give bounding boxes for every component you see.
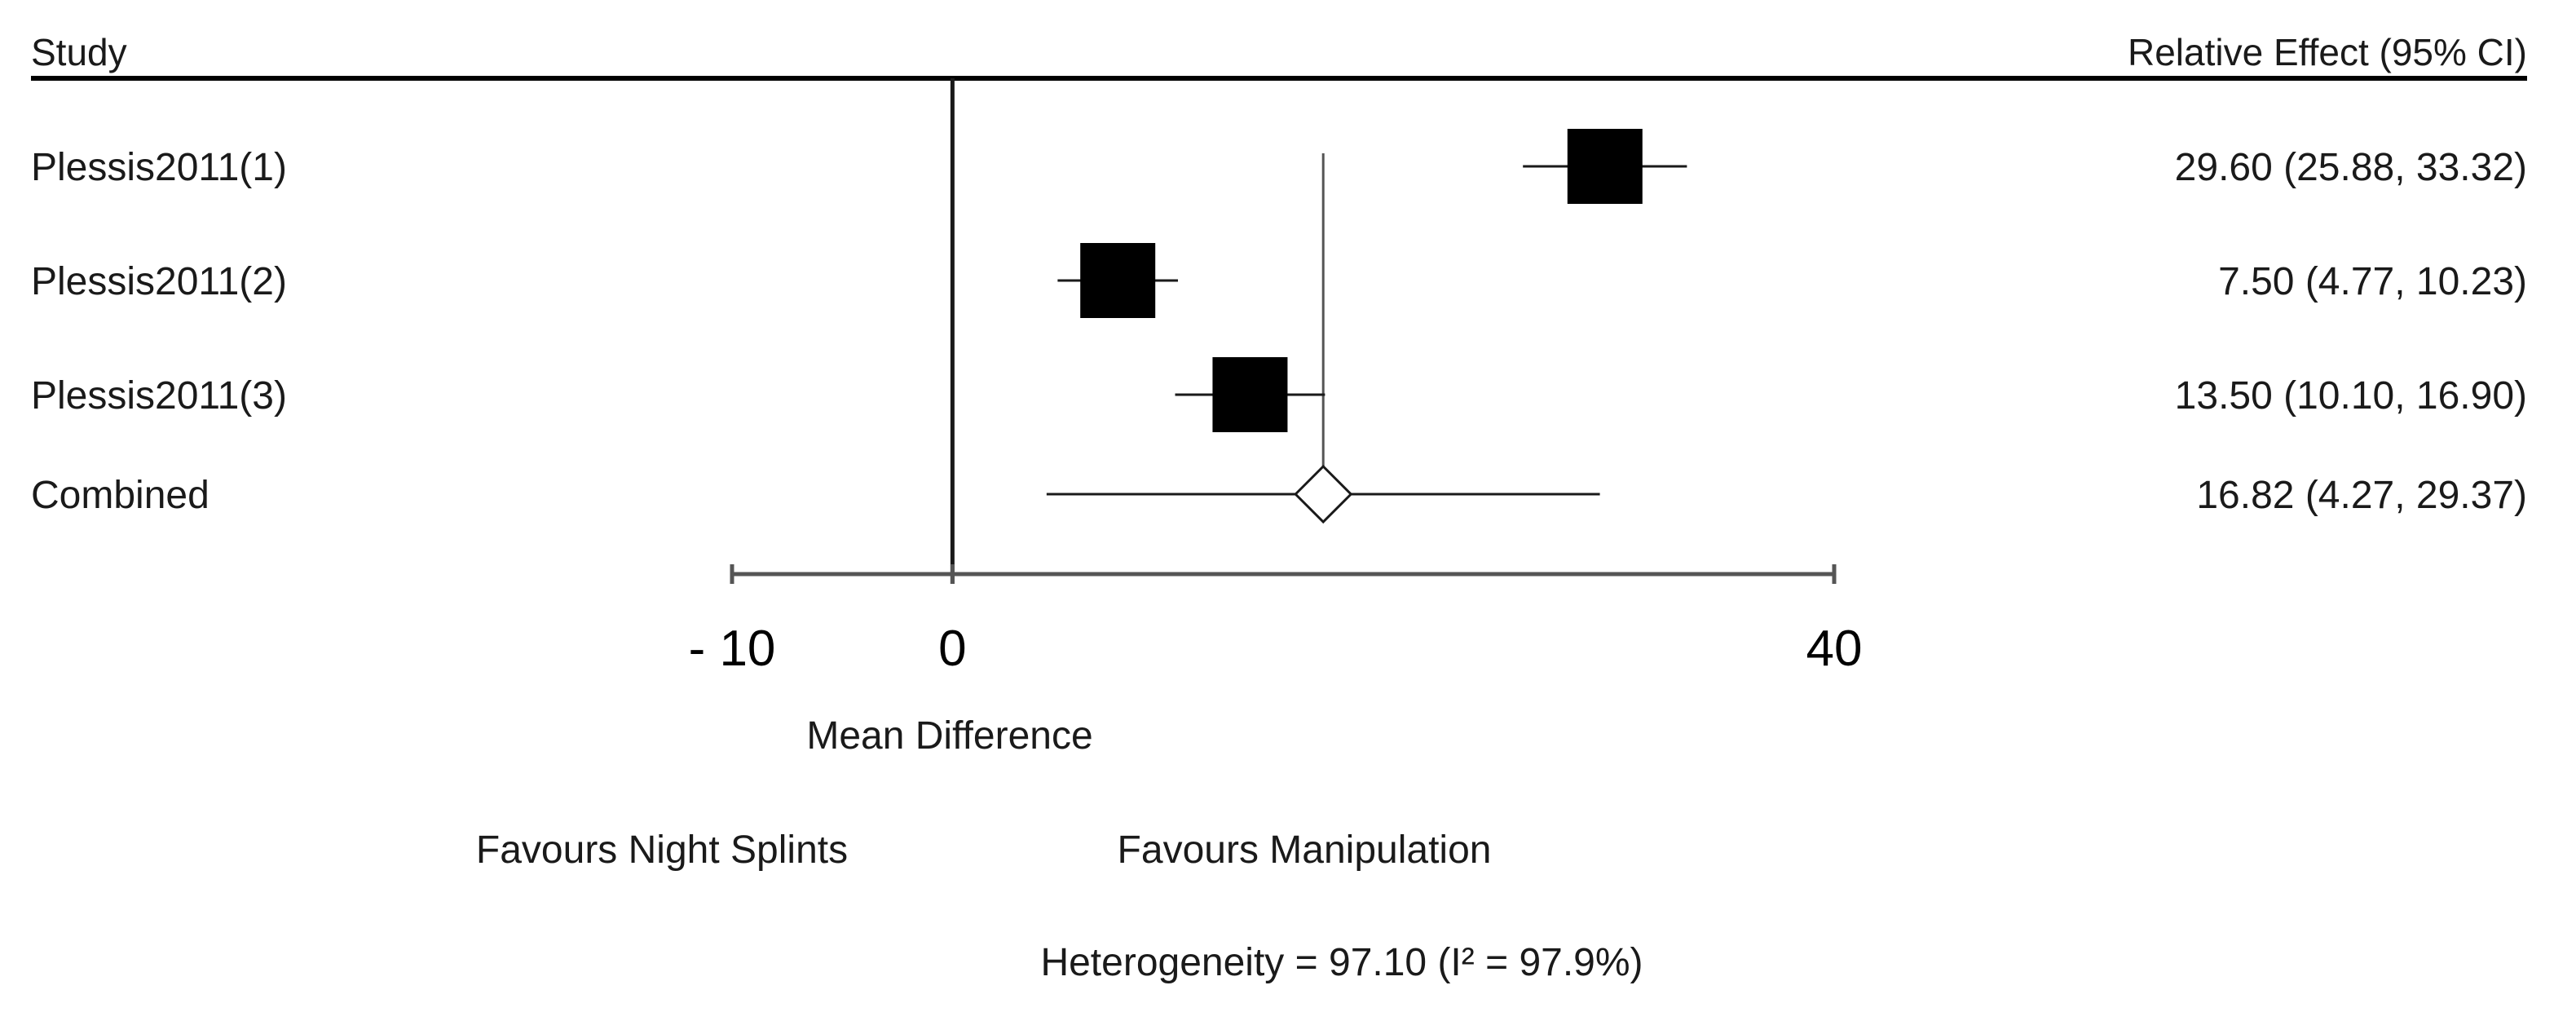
favours-left-label: Favours Night Splints [476,829,848,872]
study-rows: Plessis2011(1) 29.60 (25.88, 33.32) Plessi… [31,129,2527,432]
study-label: Plessis2011(3) [31,374,287,418]
combined-diamond [1294,464,1353,524]
study-effect-label: 13.50 (10.10, 16.90) [2175,374,2527,418]
study-point-box [1212,357,1288,432]
x-tick-label: - 10 [689,621,776,677]
study-effect-label: 29.60 (25.88, 33.32) [2175,146,2527,189]
favours-right-label: Favours Manipulation [1118,829,1492,872]
effect-column-header: Relative Effect (95% CI) [2128,31,2527,73]
x-axis-label: Mean Difference [806,714,1092,758]
x-axis: - 10 0 40 [689,564,1863,677]
study-point-box [1567,129,1643,204]
x-tick-label: 0 [938,621,966,677]
study-point-box [1080,243,1156,318]
heterogeneity-label: Heterogeneity = 97.10 (I² = 97.9%) [1040,941,1643,984]
study-effect-label: 7.50 (4.77, 10.23) [2218,260,2527,303]
study-column-header: Study [31,31,127,73]
study-label: Plessis2011(2) [31,260,287,303]
combined-effect-label: 16.82 (4.27, 29.37) [2196,474,2527,517]
study-label: Plessis2011(1) [31,146,287,189]
x-tick-label: 40 [1806,621,1863,677]
combined-label: Combined [31,474,210,517]
